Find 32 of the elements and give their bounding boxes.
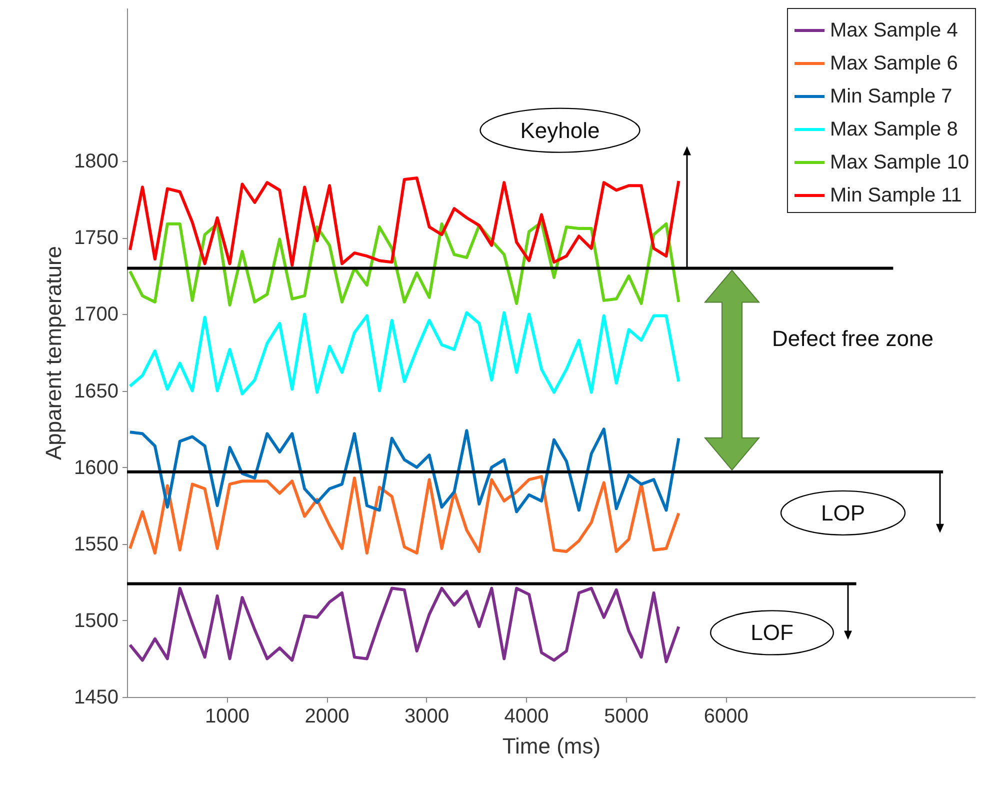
annotation: Keyhole	[520, 118, 600, 143]
legend-label: Max Sample 4	[830, 20, 958, 42]
annotation: Defect free zone	[772, 326, 934, 351]
x-tick-label: 5000	[604, 706, 649, 728]
line-series	[128, 586, 680, 664]
annotation: LOF	[750, 620, 794, 646]
line-series	[128, 311, 680, 396]
annotation: LOP	[820, 500, 866, 526]
legend-label: Max Sample 8	[830, 118, 958, 140]
y-tick-label: 1450	[74, 686, 118, 708]
legend-label: Max Sample 6	[830, 52, 958, 74]
y-tick-label: 1800	[74, 150, 118, 173]
y-tick-label: 1750	[74, 227, 118, 250]
line-series	[128, 176, 680, 267]
x-tick-label: 4000	[504, 706, 549, 728]
x-axis-title: Time (ms)	[502, 734, 601, 758]
legend-label: Max Sample 10	[830, 152, 969, 174]
y-tick-label: 1500	[74, 610, 118, 632]
x-tick-label: 6000	[704, 706, 748, 728]
line-series	[128, 428, 680, 514]
legend-label: Min Sample 11	[830, 184, 962, 206]
y-tick-label: 1650	[74, 380, 118, 402]
legend-label: Min Sample 7	[830, 86, 952, 108]
y-axis-title: Apparent temperature	[41, 246, 66, 460]
y-tick-label: 1700	[74, 304, 118, 326]
x-tick-label: 1000	[205, 706, 250, 728]
x-tick-label: 2000	[304, 706, 350, 728]
line-series	[128, 475, 680, 555]
line-series	[128, 220, 680, 307]
y-tick-label: 1550	[74, 533, 118, 556]
x-tick-label: 3000	[404, 706, 450, 728]
y-tick-label: 1600	[74, 456, 118, 479]
